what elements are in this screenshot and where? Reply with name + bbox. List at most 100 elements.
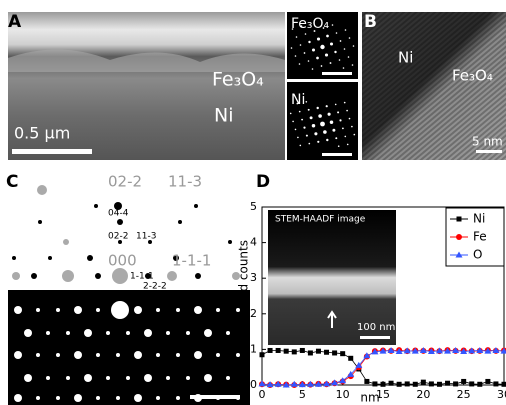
diffraction-spot (296, 36, 298, 38)
legend-marker (456, 234, 462, 240)
marker (405, 381, 410, 386)
legend-label: Fe (473, 230, 487, 244)
legend-label: O (473, 248, 482, 262)
diffraction-spot (332, 24, 334, 26)
marker (477, 382, 482, 387)
spot-marker (62, 270, 74, 282)
diffraction-spot (36, 308, 40, 312)
marker (437, 382, 442, 387)
label: Ni (398, 49, 413, 67)
page: { "panels": { "a": {"label": "A", "fe3o4… (0, 0, 506, 405)
series-line (262, 350, 504, 384)
marker (413, 382, 418, 387)
diffraction-spot (134, 394, 142, 402)
series-line (262, 350, 504, 385)
y-tick-label: 2 (250, 307, 257, 320)
diffraction-spot (318, 114, 322, 118)
diffraction-spot (166, 376, 170, 380)
diffraction-spot (36, 396, 40, 400)
diffraction-spot (328, 113, 331, 116)
x-tick-label: 10 (336, 388, 350, 401)
label: Fe₃O₄ (452, 67, 493, 85)
series-line (262, 350, 504, 385)
diffraction-spot (216, 353, 220, 357)
diffraction-spot (317, 141, 319, 143)
spot-marker (12, 272, 20, 280)
diffraction-spot (204, 374, 212, 382)
inset-scale-label: 100 nm (357, 322, 395, 333)
marker (372, 381, 377, 386)
diffraction-spot (236, 396, 240, 400)
diffraction-spot (291, 47, 293, 49)
diffraction-spot (305, 33, 307, 35)
diffraction-spot (66, 376, 70, 380)
marker (381, 382, 386, 387)
diffraction-spot (334, 51, 336, 53)
diffraction-spot (326, 139, 328, 141)
diffraction-spot (144, 329, 152, 337)
diffraction-spot (345, 29, 347, 31)
scale-bar (476, 150, 502, 153)
diffraction-spot (96, 353, 100, 357)
legend-label: Ni (473, 212, 485, 226)
scale-label: 5 nm (472, 135, 503, 149)
spot-label: 1-1-1 (130, 272, 154, 282)
spot-marker (178, 220, 182, 224)
diffraction-spot (317, 37, 320, 40)
diffraction-spot (300, 44, 302, 46)
marker (284, 349, 289, 354)
diffraction-spot (36, 353, 40, 357)
diffraction-spot (323, 130, 327, 134)
diffraction-spot (300, 145, 302, 147)
diffraction-spot (24, 374, 32, 382)
spot-marker (167, 271, 177, 281)
diffraction-spot (346, 110, 348, 112)
spot-marker (48, 256, 52, 260)
diffraction-spot (312, 124, 315, 127)
transmitted-beam (111, 301, 129, 319)
y-tick-label: 3 (250, 271, 257, 284)
diffraction-spot (186, 331, 190, 335)
diffraction-spot (339, 59, 341, 61)
diffraction-spot (332, 129, 335, 132)
diffraction-spot (106, 376, 110, 380)
diffraction-spot (290, 113, 292, 115)
diffraction-spot (236, 308, 240, 312)
spot-marker (195, 273, 201, 279)
diffraction-spot (344, 48, 346, 50)
marker (429, 381, 434, 386)
marker (324, 350, 329, 355)
diffraction-spot (320, 122, 325, 127)
diffraction-spot (194, 351, 202, 359)
diffraction-spot (297, 137, 299, 139)
marker (445, 381, 450, 386)
spot-marker (228, 240, 232, 244)
marker (316, 349, 321, 354)
diffraction-spot (316, 57, 319, 60)
marker (300, 348, 305, 353)
diffraction-spot (309, 143, 311, 145)
diffraction-spot (134, 351, 142, 359)
diffraction-spot (310, 116, 313, 119)
spot-marker (87, 255, 93, 261)
diffraction-spot (349, 118, 351, 120)
diffraction-spot (330, 62, 332, 64)
y-tick-label: 1 (250, 342, 257, 355)
figure: A Fe₃O₄ Ni 0.5 µm Fe₃O₄ Ni B Ni Fe₃O₄ 5 … (0, 0, 506, 405)
marker (397, 382, 402, 387)
panel-label: C (6, 172, 18, 192)
diffraction-spot (349, 37, 351, 39)
spot-marker (63, 239, 69, 245)
diffraction-spot (166, 331, 170, 335)
diffraction-spot (56, 308, 60, 312)
diffraction-spot (308, 41, 310, 43)
marker (493, 381, 498, 386)
y-tick-label: 4 (250, 236, 257, 249)
diffraction-spot (316, 107, 318, 109)
diffraction-spot (343, 67, 345, 69)
diffraction-spot (96, 396, 100, 400)
diffraction-pattern (8, 290, 250, 405)
diffraction-spot (299, 111, 301, 113)
diffraction-spot (323, 27, 325, 29)
diffraction-spot (326, 105, 328, 107)
